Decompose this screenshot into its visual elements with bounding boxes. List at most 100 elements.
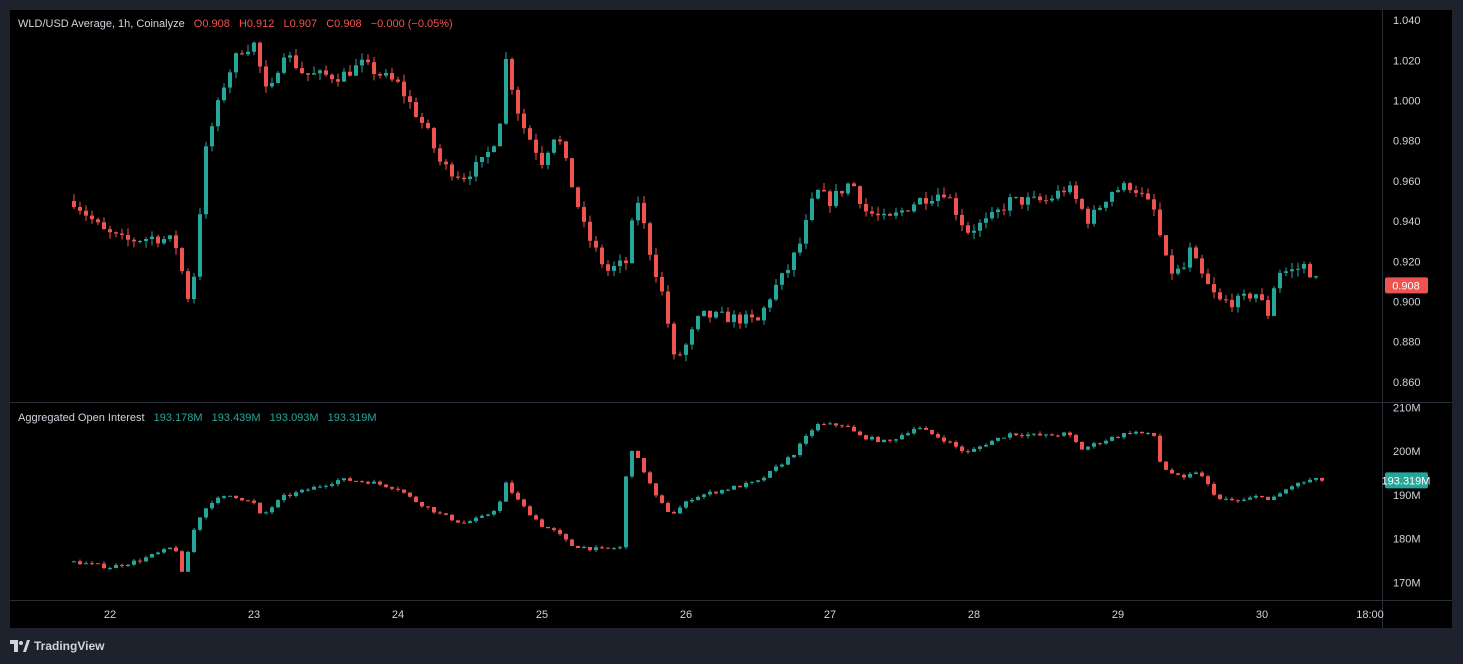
oi-open: 193.178M xyxy=(153,412,203,424)
oi-candle xyxy=(450,514,454,521)
price-candle xyxy=(276,72,280,83)
oi-candle xyxy=(300,489,304,493)
oi-candle xyxy=(810,430,814,436)
price-candle xyxy=(630,220,634,264)
oi-tick-label: 190M xyxy=(1393,490,1421,502)
price-candle xyxy=(660,276,664,292)
oi-candle xyxy=(354,480,358,482)
price-candle xyxy=(672,323,676,355)
oi-candle xyxy=(756,480,760,482)
price-candle xyxy=(1224,299,1228,301)
tradingview-logo-icon xyxy=(10,640,30,652)
price-badge-bg xyxy=(1385,277,1428,294)
price-candle xyxy=(1086,208,1090,224)
time-tick-label: 23 xyxy=(248,609,260,621)
oi-candle xyxy=(312,486,316,490)
price-candle xyxy=(396,79,400,82)
price-candle xyxy=(108,229,112,233)
oi-candle xyxy=(684,501,688,508)
price-candle xyxy=(1188,247,1192,268)
price-candle xyxy=(1068,185,1072,193)
chart-canvas[interactable]: 1.040 1.020 1.000 0.980 0.960 0.940 0.920 0.900… xyxy=(10,10,1452,628)
oi-candle xyxy=(1002,437,1006,439)
oi-candle xyxy=(102,563,106,569)
oi-candle xyxy=(216,497,220,504)
oi-candle xyxy=(492,510,496,515)
oi-candle xyxy=(564,534,568,540)
price-candle xyxy=(870,211,874,214)
oi-candle xyxy=(1170,469,1174,474)
oi-candle xyxy=(336,480,340,485)
price-candle xyxy=(480,157,484,163)
oi-candle xyxy=(432,506,436,513)
price-candle xyxy=(1254,294,1258,299)
price-candle xyxy=(444,161,448,165)
price-candle xyxy=(540,152,544,165)
price-candle xyxy=(120,233,124,235)
price-candle xyxy=(1140,192,1144,194)
oi-candle xyxy=(540,519,544,527)
price-candle xyxy=(156,236,160,244)
oi-tick-label: 200M xyxy=(1393,446,1421,458)
branding[interactable]: TradingView xyxy=(10,637,104,655)
price-candle xyxy=(84,210,88,216)
oi-candle xyxy=(276,500,280,508)
oi-candle xyxy=(1164,461,1168,470)
oi-candle xyxy=(1080,441,1084,450)
oi-candle xyxy=(192,529,196,552)
oi-candle xyxy=(870,436,874,440)
price-candle xyxy=(390,73,394,80)
oi-candle xyxy=(960,446,964,452)
oi-candle xyxy=(594,547,598,551)
oi-tick-label: 210M xyxy=(1393,402,1421,414)
oi-low: 193.093M xyxy=(269,412,319,424)
price-candle xyxy=(114,232,118,234)
oi-candle xyxy=(366,481,370,484)
oi-candle xyxy=(210,503,214,509)
oi-candle xyxy=(78,561,82,565)
oi-candle xyxy=(1014,433,1018,436)
oi-candle xyxy=(324,485,328,487)
oi-candle xyxy=(228,495,232,497)
price-candle xyxy=(1002,209,1006,211)
price-candle xyxy=(1170,255,1174,274)
oi-candle xyxy=(768,470,772,478)
oi-candle xyxy=(486,514,490,516)
price-candle xyxy=(1152,199,1156,210)
oi-candle xyxy=(612,548,616,550)
price-candle xyxy=(912,204,916,212)
oi-candle xyxy=(618,547,622,549)
oi-candle xyxy=(204,508,208,518)
price-candle xyxy=(786,269,790,274)
price-candle xyxy=(978,222,982,231)
oi-candle xyxy=(558,529,562,535)
oi-candle xyxy=(636,450,640,459)
price-candle xyxy=(384,73,388,76)
oi-candle xyxy=(1086,446,1090,450)
price-candle xyxy=(336,79,340,82)
oi-candle xyxy=(144,557,148,562)
oi-candle xyxy=(114,564,118,569)
price-candle xyxy=(252,42,256,52)
price-candle xyxy=(288,55,292,58)
oi-candle xyxy=(132,560,136,565)
price-candle xyxy=(708,310,712,318)
oi-candle xyxy=(780,464,784,467)
oi-candle xyxy=(660,495,664,503)
oi-candle xyxy=(996,437,1000,441)
oi-candle xyxy=(1122,433,1126,438)
price-candle xyxy=(558,139,562,142)
oi-candle xyxy=(414,496,418,502)
oi-candle xyxy=(480,515,484,518)
oi-candle xyxy=(282,494,286,501)
oi-candle xyxy=(462,522,466,524)
oi-candle xyxy=(150,554,154,558)
oi-candle xyxy=(222,496,226,498)
oi-candle xyxy=(882,439,886,443)
oi-candle xyxy=(234,495,238,499)
price-candle xyxy=(1062,190,1066,193)
oi-candle xyxy=(360,481,364,483)
oi-candle xyxy=(726,489,730,491)
oi-candle xyxy=(372,481,376,484)
oi-candle xyxy=(72,561,76,563)
